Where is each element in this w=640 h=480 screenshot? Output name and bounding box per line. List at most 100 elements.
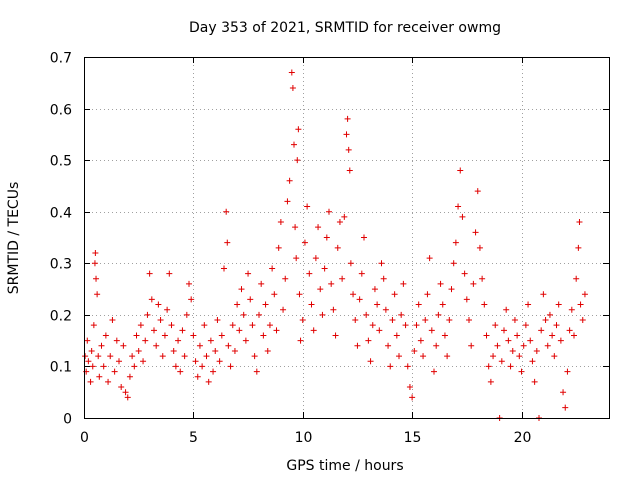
data-point bbox=[431, 368, 437, 375]
data-point bbox=[374, 301, 381, 308]
data-point bbox=[542, 317, 549, 324]
data-point bbox=[546, 311, 553, 318]
data-point bbox=[470, 280, 477, 287]
data-point bbox=[164, 306, 171, 313]
data-point bbox=[196, 342, 203, 349]
data-point bbox=[277, 219, 284, 226]
data-point bbox=[310, 327, 317, 334]
data-point bbox=[492, 322, 499, 329]
data-point bbox=[282, 275, 289, 282]
data-point bbox=[107, 353, 114, 360]
data-point bbox=[531, 378, 538, 385]
data-point bbox=[170, 347, 177, 354]
data-point bbox=[294, 157, 301, 164]
data-point bbox=[448, 286, 455, 293]
data-point bbox=[221, 265, 227, 272]
data-point bbox=[577, 301, 584, 308]
data-point bbox=[444, 353, 451, 360]
data-point bbox=[240, 311, 247, 318]
data-point bbox=[296, 291, 303, 298]
x-tick-label: 20 bbox=[514, 430, 532, 446]
data-point bbox=[385, 342, 392, 349]
data-point bbox=[481, 301, 488, 308]
data-point bbox=[439, 301, 446, 308]
data-point bbox=[140, 358, 147, 365]
data-point bbox=[87, 378, 94, 385]
data-point bbox=[529, 358, 536, 365]
data-point bbox=[549, 332, 556, 339]
data-point bbox=[380, 275, 387, 282]
plot-frame bbox=[84, 57, 610, 419]
data-point bbox=[361, 234, 367, 241]
data-point bbox=[452, 239, 459, 246]
x-tick-label: 0 bbox=[80, 430, 89, 446]
data-point bbox=[92, 249, 99, 256]
x-axis-label: GPS time / hours bbox=[286, 458, 403, 474]
data-point bbox=[411, 347, 418, 354]
data-point bbox=[142, 337, 149, 344]
data-point bbox=[262, 301, 269, 308]
data-point bbox=[576, 219, 583, 226]
data-point bbox=[212, 347, 219, 354]
data-point bbox=[354, 342, 361, 349]
data-point bbox=[321, 265, 328, 272]
data-point bbox=[562, 404, 569, 411]
y-tick-label: 0 bbox=[63, 412, 72, 428]
data-point bbox=[323, 234, 330, 241]
data-point bbox=[356, 296, 363, 303]
data-point bbox=[367, 358, 374, 365]
y-tick-label: 0.6 bbox=[50, 103, 72, 119]
data-point bbox=[426, 255, 433, 262]
data-point bbox=[144, 311, 151, 318]
data-point bbox=[148, 296, 155, 303]
data-point bbox=[525, 301, 532, 308]
data-point bbox=[571, 332, 577, 339]
data-point bbox=[82, 353, 89, 360]
data-point bbox=[292, 224, 299, 231]
data-point bbox=[286, 177, 293, 184]
data-point bbox=[485, 363, 492, 370]
data-point bbox=[345, 146, 352, 153]
y-tick-label: 0.2 bbox=[50, 309, 72, 325]
data-point bbox=[424, 291, 431, 298]
data-point bbox=[404, 363, 411, 370]
data-point bbox=[538, 327, 545, 334]
y-tick-label: 0.7 bbox=[50, 51, 72, 67]
data-point bbox=[402, 322, 409, 329]
data-point bbox=[428, 327, 435, 334]
data-point bbox=[166, 270, 173, 277]
data-point bbox=[422, 317, 429, 324]
data-point bbox=[341, 213, 348, 220]
y-tick-label: 0.3 bbox=[50, 257, 72, 273]
x-tick-label: 15 bbox=[404, 430, 422, 446]
data-point bbox=[91, 260, 98, 267]
data-point bbox=[463, 296, 470, 303]
data-point bbox=[308, 301, 315, 308]
data-point bbox=[376, 327, 383, 334]
data-point bbox=[306, 270, 313, 277]
data-point bbox=[435, 311, 442, 318]
data-point bbox=[289, 84, 296, 91]
data-point bbox=[343, 131, 350, 138]
data-point bbox=[494, 342, 501, 349]
data-point bbox=[284, 198, 291, 205]
data-point bbox=[205, 378, 212, 385]
data-point bbox=[227, 363, 234, 370]
data-point bbox=[247, 296, 254, 303]
data-point bbox=[398, 311, 405, 318]
data-point bbox=[291, 141, 297, 148]
data-point bbox=[137, 322, 144, 329]
data-point bbox=[479, 275, 486, 282]
data-point bbox=[483, 332, 490, 339]
data-point bbox=[236, 327, 243, 334]
data-point bbox=[511, 317, 518, 324]
data-point bbox=[242, 337, 249, 344]
data-point bbox=[450, 260, 457, 267]
data-point bbox=[269, 265, 276, 272]
data-point bbox=[88, 347, 95, 354]
data-point bbox=[490, 353, 497, 360]
data-point bbox=[371, 286, 378, 293]
data-point bbox=[153, 342, 160, 349]
data-point bbox=[358, 270, 365, 277]
data-point bbox=[207, 337, 214, 344]
